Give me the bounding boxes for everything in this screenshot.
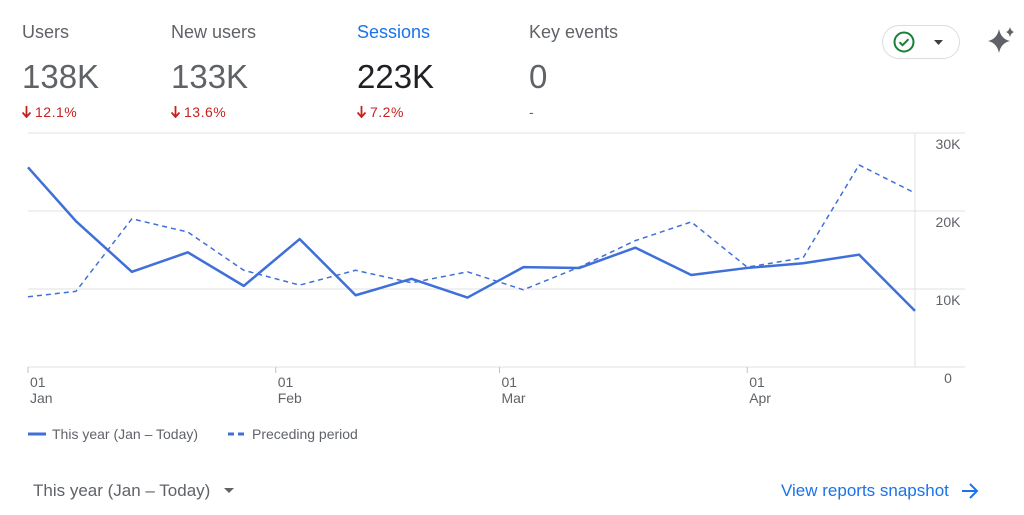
metric-value: 133K bbox=[171, 58, 249, 95]
metric-label: Key events bbox=[529, 22, 619, 42]
metric-new-users[interactable]: New users 133K 13.6% bbox=[171, 22, 256, 120]
x-tick-label: 01 Mar bbox=[501, 374, 525, 406]
legend-label: This year (Jan – Today) bbox=[52, 426, 198, 442]
y-tick-label: 0 bbox=[944, 370, 952, 386]
y-tick-label: 30K bbox=[936, 136, 962, 152]
metric-sessions[interactable]: Sessions 223K 7.2% bbox=[357, 22, 434, 120]
x-tick-label: 01 Feb bbox=[278, 374, 302, 406]
chart: 0 10K 20K 30K 01 Jan 01 Feb 01 Mar 01 Apr This year … bbox=[27, 132, 965, 442]
metric-label: New users bbox=[171, 22, 257, 42]
down-arrow bbox=[171, 106, 180, 118]
change-text: 13.6% bbox=[184, 104, 227, 120]
insights-icon[interactable] bbox=[984, 27, 1016, 57]
series-line bbox=[27, 164, 916, 298]
down-arrow bbox=[22, 106, 31, 118]
change-text: 12.1% bbox=[35, 104, 78, 120]
x-tick-label: 01 Jan bbox=[30, 374, 53, 406]
metric-key-events[interactable]: Key events 0 - bbox=[529, 22, 618, 120]
metric-users[interactable]: Users 138K 12.1% bbox=[22, 22, 99, 120]
link-text: View reports snapshot bbox=[781, 481, 949, 500]
metric-change: 13.6% bbox=[171, 104, 256, 120]
metric-change: - bbox=[529, 104, 618, 120]
metric-change: 12.1% bbox=[22, 104, 99, 120]
down-arrow bbox=[357, 106, 366, 118]
status-icon bbox=[893, 31, 943, 53]
y-tick-label: 10K bbox=[936, 292, 962, 308]
change-text: - bbox=[529, 104, 535, 120]
period-dropdown[interactable]: This year (Jan – Today) bbox=[33, 481, 235, 501]
dropdown-caret bbox=[224, 488, 235, 493]
series-line bbox=[27, 166, 916, 312]
change-text: 7.2% bbox=[370, 104, 404, 120]
y-tick-label: 20K bbox=[936, 214, 962, 230]
status-dropdown[interactable] bbox=[882, 25, 960, 59]
x-tick-label: 01 Apr bbox=[749, 374, 771, 406]
metric-value: 223K bbox=[357, 58, 435, 95]
metric-value: 138K bbox=[22, 58, 100, 95]
period-text: This year (Jan – Today) bbox=[33, 481, 211, 500]
metric-value: 0 bbox=[529, 58, 548, 95]
legend-label: Preceding period bbox=[252, 426, 358, 442]
metric-label: Users bbox=[22, 22, 70, 42]
arrow-right bbox=[961, 483, 979, 499]
reports-link[interactable]: View reports snapshot bbox=[781, 481, 979, 501]
metric-change: 7.2% bbox=[357, 104, 434, 120]
metric-label: Sessions bbox=[357, 22, 431, 42]
